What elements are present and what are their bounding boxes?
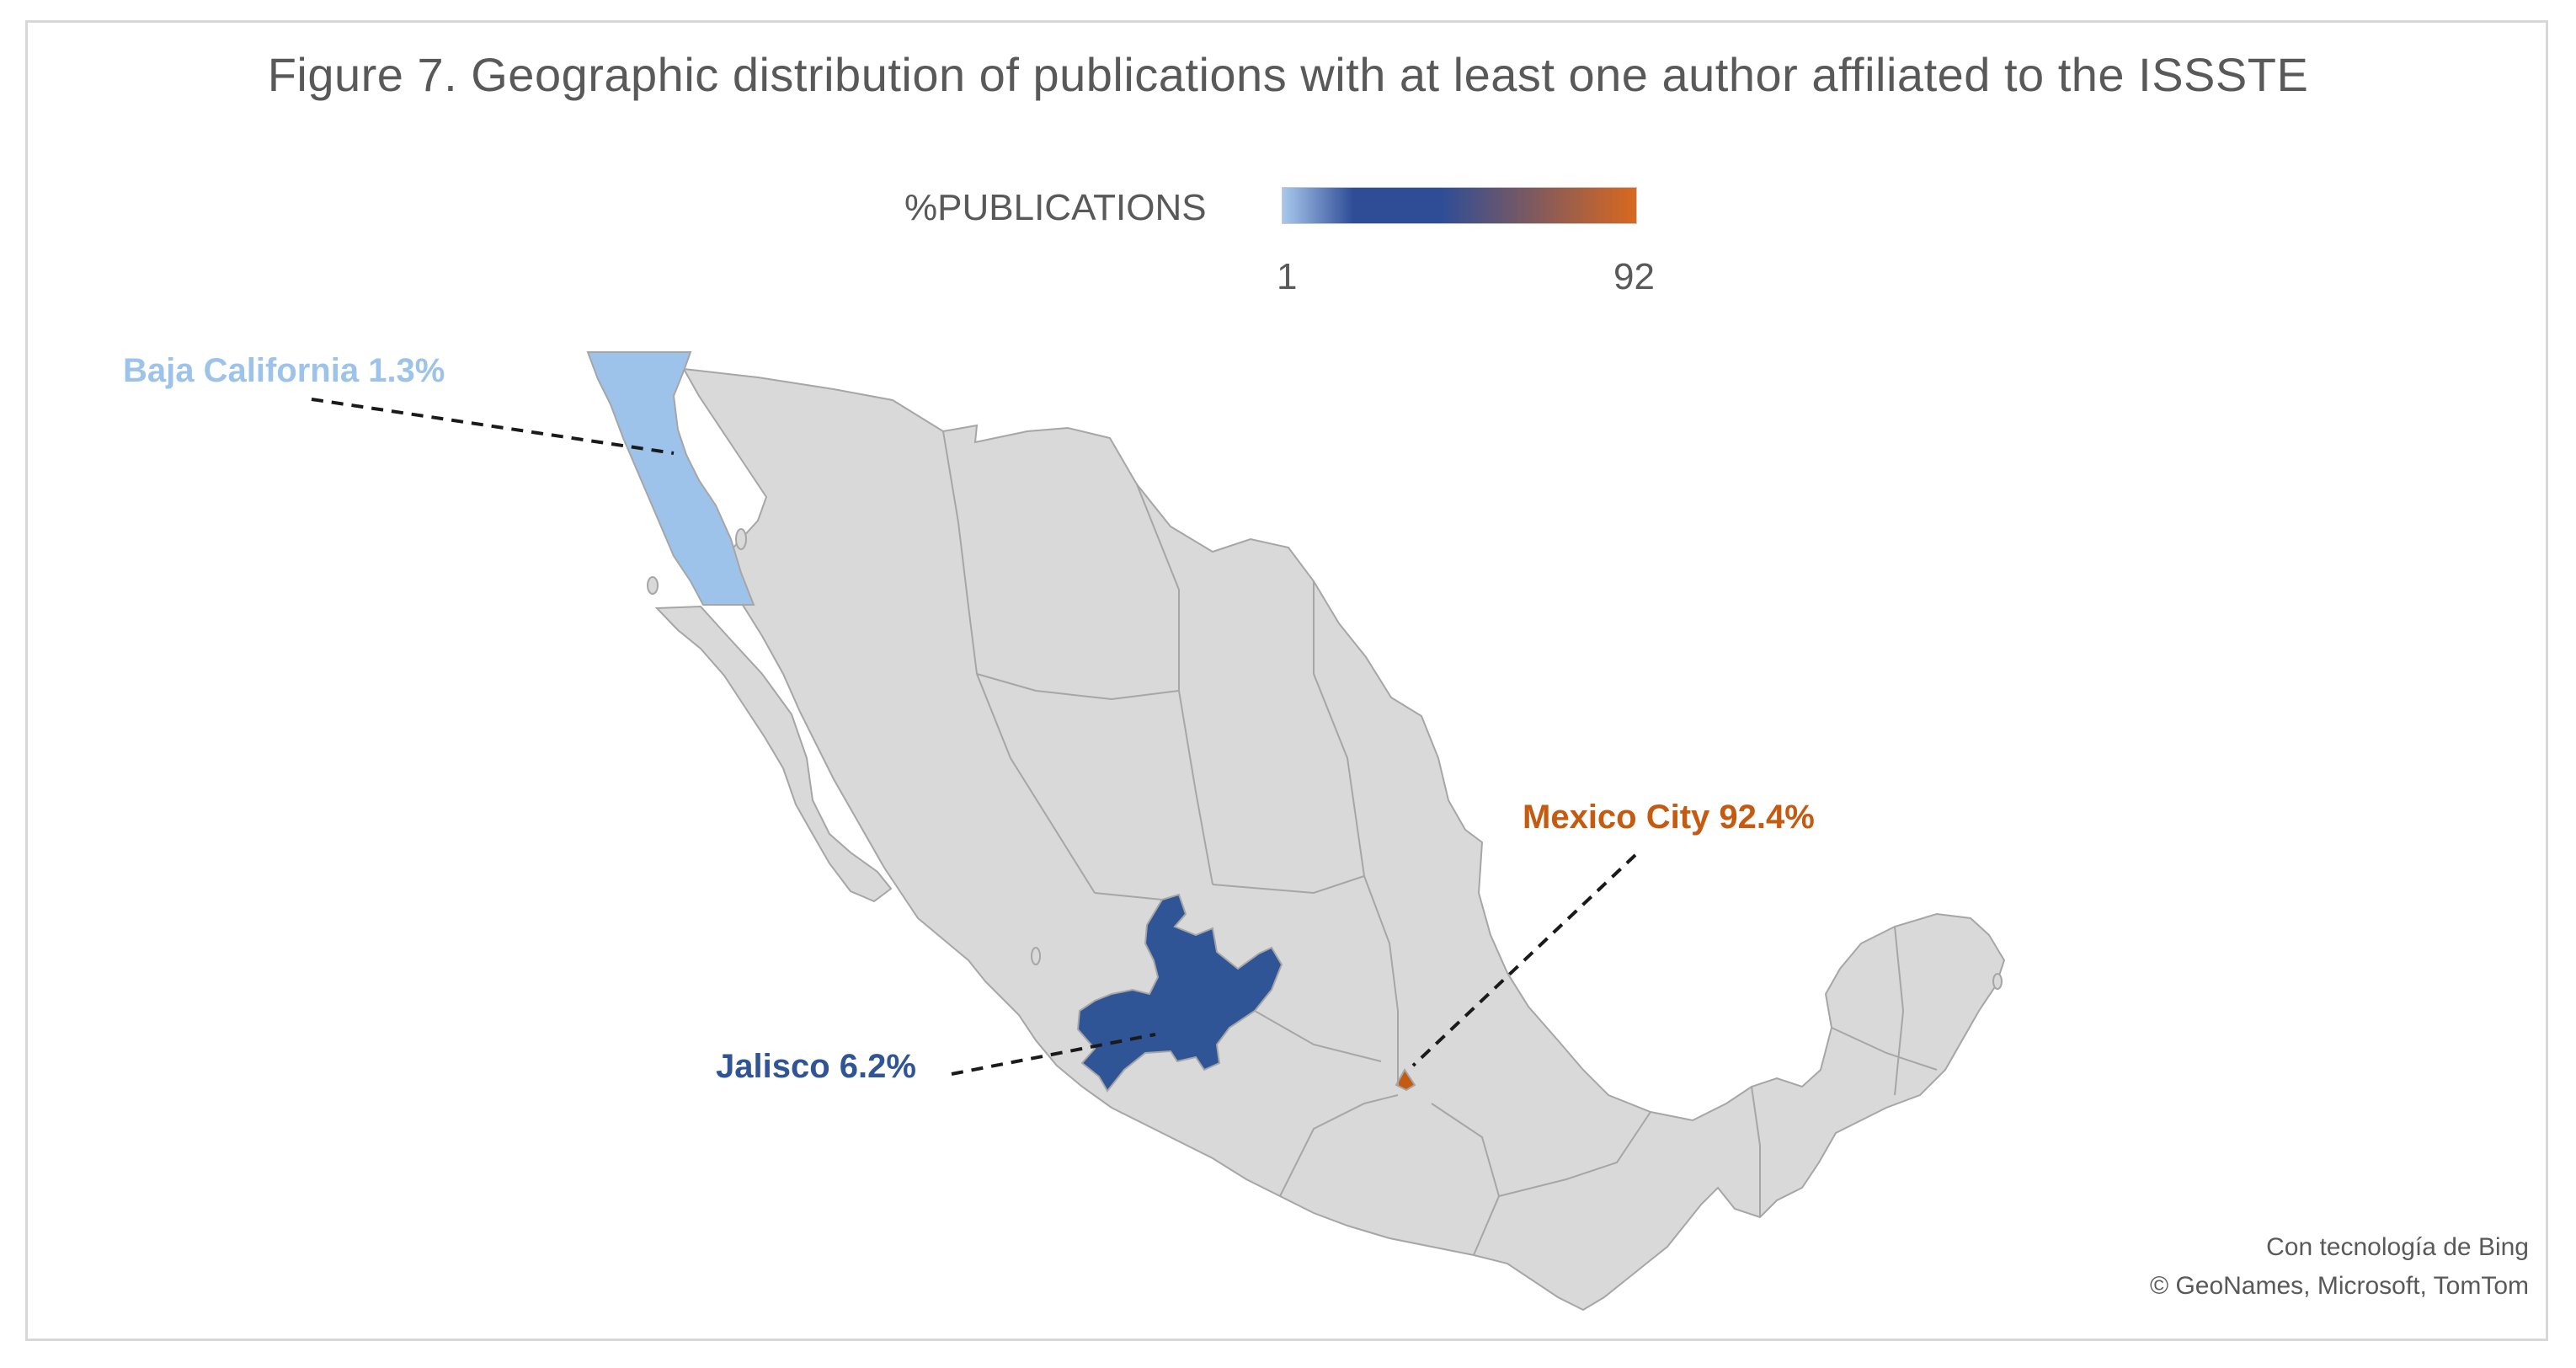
callout-mexico-city: Mexico City 92.4% [1523, 799, 1815, 836]
region-mexico-city [1395, 1068, 1416, 1092]
legend-max-value: 92 [1613, 256, 1655, 297]
attribution-line-1: Con tecnología de Bing [2266, 1233, 2529, 1261]
region-jalisco [1076, 893, 1283, 1093]
callout-baja-california: Baja California 1.3% [123, 352, 445, 389]
state-borders [942, 430, 1938, 1256]
legend-label: %PUBLICATIONS [904, 187, 1207, 228]
legend-min-value: 1 [1277, 256, 1298, 297]
leader-line-jalisco [951, 1033, 1156, 1076]
island-shape [1992, 973, 2003, 990]
leader-line-mexico-city [1411, 853, 1637, 1067]
legend-color-scale [1282, 187, 1637, 224]
leader-line-baja-california [311, 398, 675, 455]
figure-title: Figure 7. Geographic distribution of pub… [267, 48, 2309, 101]
island-shape [647, 576, 659, 595]
attribution-line-2: © GeoNames, Microsoft, TomTom [2150, 1272, 2529, 1300]
region-mexico-mainland [682, 367, 2006, 1312]
island-shape [1031, 947, 1041, 965]
region-baja-california-sur [654, 605, 893, 903]
callout-jalisco: Jalisco 6.2% [716, 1048, 916, 1085]
island-shape [735, 528, 747, 550]
region-baja-california [586, 351, 755, 606]
